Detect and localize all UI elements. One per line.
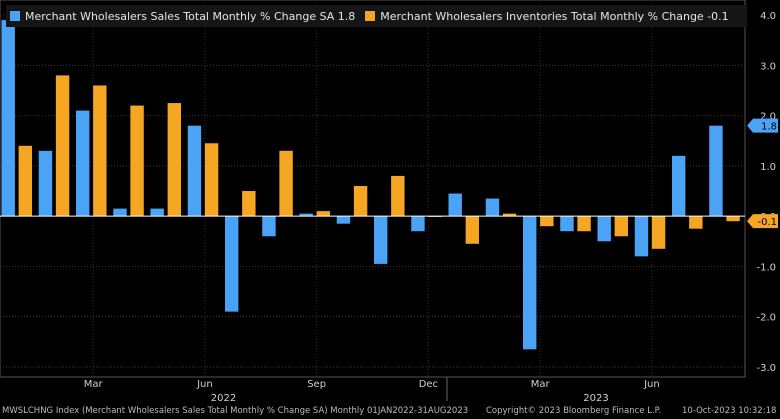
bar-sales bbox=[224, 216, 239, 312]
bar-inventories bbox=[130, 105, 144, 217]
bar-inventories bbox=[614, 216, 629, 237]
y-tick-label: 4.0 bbox=[760, 11, 776, 22]
bar-sales bbox=[485, 198, 500, 217]
bar-sales bbox=[150, 208, 164, 217]
x-tick-label: Jun bbox=[643, 379, 660, 390]
plot-area bbox=[0, 0, 746, 378]
last-value-tag-bg bbox=[747, 118, 778, 133]
bar-sales bbox=[597, 216, 611, 242]
bar-inventories bbox=[279, 150, 293, 217]
bar-sales bbox=[448, 193, 462, 217]
x-tick-label: Dec bbox=[419, 379, 438, 390]
legend-swatch-inventories bbox=[365, 11, 376, 21]
bar-sales bbox=[634, 216, 649, 257]
bar-sales bbox=[560, 216, 574, 232]
bar-sales bbox=[671, 155, 686, 217]
y-tick-label: 3.0 bbox=[760, 61, 776, 72]
y-tick-label: -3.0 bbox=[756, 363, 776, 374]
bar-inventories bbox=[540, 216, 554, 227]
bar-sales bbox=[299, 213, 313, 217]
bar-sales bbox=[113, 208, 127, 217]
bar-inventories bbox=[167, 103, 182, 217]
x-tick-label: Sep bbox=[307, 379, 326, 390]
bar-inventories bbox=[577, 216, 591, 232]
last-value-tag: 1.8 bbox=[761, 122, 777, 133]
chart: 4.03.02.01.00.0-1.0-2.0-3.0MarJunSepDecM… bbox=[0, 0, 778, 403]
bar-inventories bbox=[465, 216, 480, 244]
bar-inventories bbox=[18, 145, 33, 217]
footer: MWSLCHNG Index (Merchant Wholesalers Sal… bbox=[0, 403, 780, 419]
y-tick-label: -1.0 bbox=[756, 262, 776, 273]
legend-label-sales: Merchant Wholesalers Sales Total Monthly… bbox=[25, 9, 356, 23]
legend: Merchant Wholesalers Sales Total Monthly… bbox=[6, 5, 747, 27]
bar-inventories bbox=[689, 216, 703, 229]
bar-sales bbox=[411, 216, 425, 232]
bar-inventories bbox=[726, 216, 740, 222]
bar-sales bbox=[709, 125, 723, 217]
bar-inventories bbox=[204, 143, 219, 217]
bar-sales bbox=[336, 216, 351, 224]
last-value-tag-bg bbox=[747, 214, 778, 229]
y-tick-label: 2.0 bbox=[760, 112, 776, 123]
bar-sales bbox=[1, 20, 15, 217]
bar-inventories bbox=[353, 185, 368, 217]
x-year-label: 2022 bbox=[211, 393, 236, 403]
footer-source: MWSLCHNG Index (Merchant Wholesalers Sal… bbox=[2, 406, 469, 416]
bar-sales bbox=[522, 216, 537, 350]
bar-inventories bbox=[391, 175, 405, 217]
y-tick-label: 1.0 bbox=[760, 162, 776, 173]
legend-item-sales: Merchant Wholesalers Sales Total Monthly… bbox=[10, 10, 355, 23]
legend-item-inventories: Merchant Wholesalers Inventories Total M… bbox=[365, 9, 729, 23]
y-tick-label: -2.0 bbox=[756, 313, 776, 324]
footer-copyright: Copyright© 2023 Bloomberg Finance L.P. bbox=[486, 406, 662, 416]
x-tick-label: Mar bbox=[84, 379, 104, 390]
bar-sales bbox=[373, 216, 388, 264]
footer-timestamp: 10-Oct-2023 10:32:18 bbox=[682, 406, 777, 416]
bar-inventories bbox=[502, 213, 517, 217]
bar-inventories bbox=[55, 75, 70, 217]
bar-inventories bbox=[242, 191, 256, 217]
x-year-label: 2023 bbox=[583, 393, 608, 403]
bar-inventories bbox=[316, 211, 331, 217]
bar-sales bbox=[262, 216, 276, 237]
x-tick-label: Mar bbox=[531, 379, 551, 390]
bar-sales bbox=[187, 125, 202, 217]
x-tick-label: Jun bbox=[196, 379, 213, 390]
bar-sales bbox=[38, 150, 53, 217]
last-value-tag: -0.1 bbox=[757, 217, 777, 228]
bar-sales bbox=[75, 110, 90, 217]
bar-inventories bbox=[651, 216, 666, 249]
legend-swatch-sales bbox=[10, 11, 20, 21]
legend-label-inventories: Merchant Wholesalers Inventories Total M… bbox=[380, 9, 729, 23]
bar-inventories bbox=[93, 85, 107, 217]
